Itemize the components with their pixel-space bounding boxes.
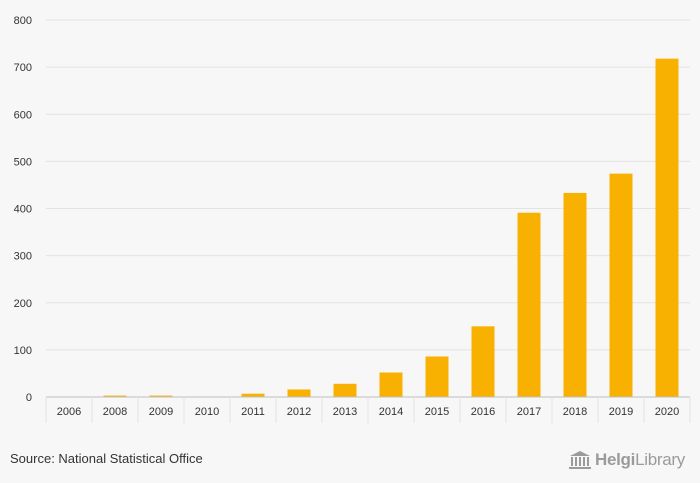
y-tick-label: 200: [14, 298, 32, 310]
x-tick-label: 2015: [425, 406, 449, 418]
y-tick-label: 300: [14, 251, 32, 263]
source-note: Source: National Statistical Office: [10, 451, 203, 466]
x-tick-label: 2008: [103, 406, 127, 418]
y-tick-label: 700: [14, 62, 32, 74]
y-tick-label: 100: [14, 345, 32, 357]
bar[interactable]: [655, 58, 679, 397]
x-tick-label: 2019: [609, 406, 633, 418]
y-axis-ticks: 0 100 200 300 400 500 600 700 800: [14, 15, 32, 404]
bar[interactable]: [333, 383, 357, 397]
x-tick-label: 2017: [517, 406, 541, 418]
x-tick-label: 2010: [195, 406, 219, 418]
x-axis-ticks: 2006 2008 2009 2010 2011 2012 2013 2014 2015 2016…: [57, 406, 679, 418]
y-tick-label: 800: [14, 15, 32, 27]
bars: [103, 58, 679, 397]
library-columns-icon: [569, 451, 591, 469]
bar[interactable]: [517, 212, 541, 397]
y-tick-label: 500: [14, 156, 32, 168]
bar[interactable]: [471, 326, 495, 397]
bar[interactable]: [563, 192, 587, 397]
bar[interactable]: [609, 173, 633, 397]
x-tick-label: 2014: [379, 406, 403, 418]
grid-lines: [46, 19, 690, 351]
bar[interactable]: [149, 395, 173, 397]
bar[interactable]: [103, 395, 127, 397]
x-tick-label: 2018: [563, 406, 587, 418]
helgi-library-logo[interactable]: HelgiLibrary: [568, 449, 685, 471]
x-tick-label: 2016: [471, 406, 495, 418]
x-tick-label: 2006: [57, 406, 81, 418]
bar[interactable]: [425, 356, 449, 397]
y-tick-label: 0: [26, 392, 32, 404]
bar[interactable]: [241, 393, 265, 397]
bar[interactable]: [287, 389, 311, 397]
x-tick-label: 2013: [333, 406, 357, 418]
bar[interactable]: [379, 372, 403, 397]
y-tick-label: 600: [14, 109, 32, 121]
x-tick-label: 2020: [655, 406, 679, 418]
x-axis: [45, 396, 691, 423]
y-tick-label: 400: [14, 204, 32, 216]
x-tick-label: 2012: [287, 406, 311, 418]
x-tick-label: 2009: [149, 406, 173, 418]
logo-wordmark: HelgiLibrary: [595, 450, 685, 469]
x-tick-label: 2011: [241, 406, 265, 418]
